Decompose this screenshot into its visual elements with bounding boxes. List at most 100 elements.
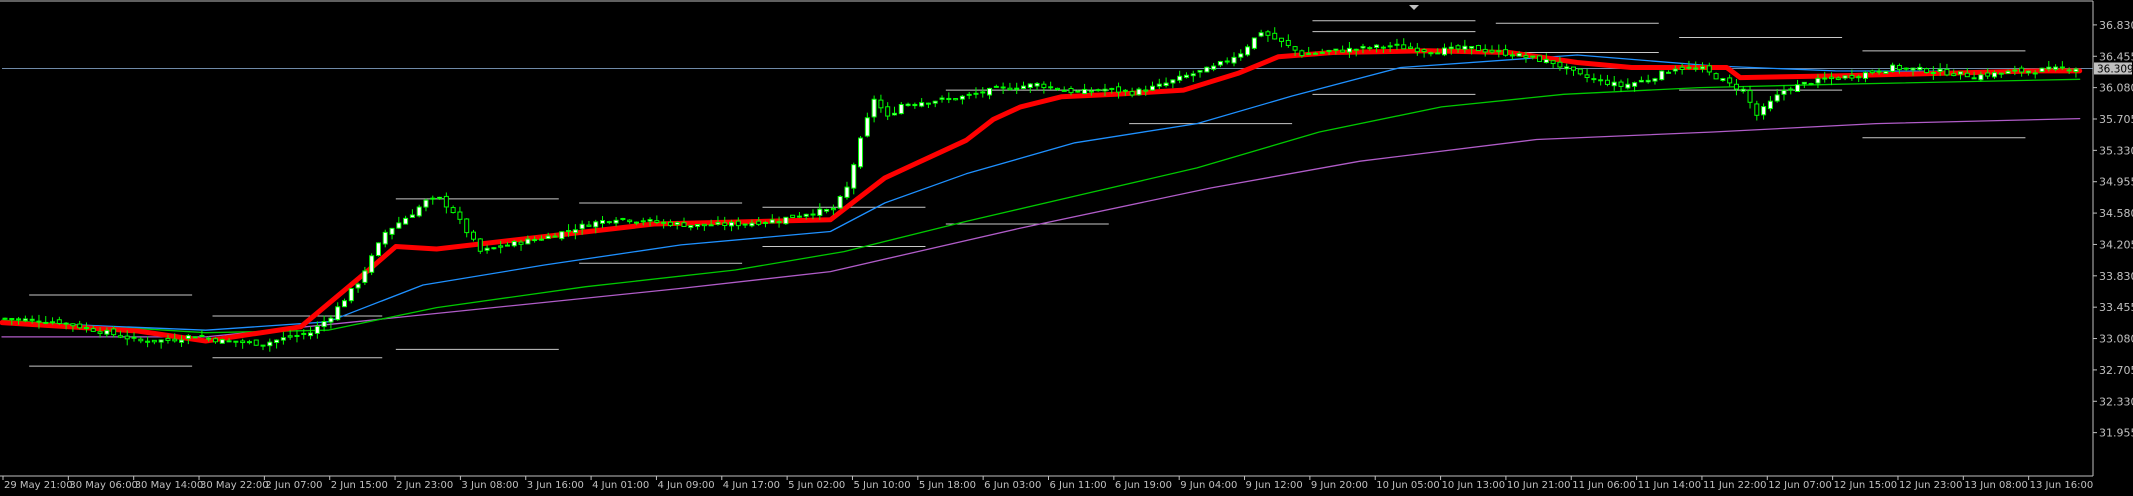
candle-body xyxy=(1788,88,1794,91)
candle-body xyxy=(1781,89,1787,95)
x-tick-label: 29 May 21:00 xyxy=(4,480,73,491)
candle-body xyxy=(63,322,69,325)
candle xyxy=(1238,49,1244,61)
candle xyxy=(1672,65,1678,75)
candle-body xyxy=(1509,54,1515,57)
candle-body xyxy=(1312,52,1318,55)
candle xyxy=(199,329,205,338)
candle xyxy=(1971,71,1977,80)
candle-body xyxy=(274,339,280,344)
candle xyxy=(308,326,314,340)
candle xyxy=(715,216,721,226)
candle xyxy=(783,216,789,225)
candle xyxy=(1509,51,1515,60)
candle xyxy=(36,314,42,329)
candle xyxy=(145,336,151,348)
candle xyxy=(1503,44,1509,57)
candle-body xyxy=(308,332,314,337)
candle-body xyxy=(2025,70,2031,74)
candle-body xyxy=(1021,85,1026,90)
candle-body xyxy=(552,235,558,238)
candle xyxy=(1998,72,2004,79)
candle-body xyxy=(1034,82,1040,87)
candle-body xyxy=(729,221,735,227)
candle xyxy=(1401,38,1407,50)
candle-body xyxy=(1095,89,1101,92)
candle-body xyxy=(640,220,646,223)
candle-body xyxy=(1978,74,1984,81)
candle xyxy=(538,235,544,241)
candle-body xyxy=(1652,78,1658,82)
candle-body xyxy=(396,222,402,229)
candle-body xyxy=(1360,45,1366,49)
candle xyxy=(348,288,354,304)
candle-body xyxy=(1767,100,1773,110)
candle xyxy=(925,102,931,109)
candle xyxy=(1801,81,1807,89)
candle xyxy=(22,315,28,323)
candle xyxy=(90,325,96,333)
candle-body xyxy=(1591,78,1597,81)
candle-body xyxy=(1727,77,1733,84)
candle xyxy=(2039,67,2045,73)
candle xyxy=(1285,34,1291,48)
x-tick-label: 9 Jun 20:00 xyxy=(1311,480,1368,491)
candle xyxy=(613,217,619,227)
candle-body xyxy=(450,207,456,214)
candle xyxy=(864,112,870,138)
candle-body xyxy=(1367,47,1373,50)
candle xyxy=(1625,78,1631,90)
candle xyxy=(409,209,415,218)
candle xyxy=(1584,68,1590,83)
candle xyxy=(1312,51,1318,55)
candle-body xyxy=(1122,89,1128,92)
candle xyxy=(1482,44,1488,57)
candle-body xyxy=(722,222,728,227)
candle xyxy=(1340,45,1346,53)
candle-body xyxy=(1958,71,1964,75)
candle xyxy=(355,282,361,293)
candle xyxy=(1374,44,1380,53)
candle-body xyxy=(219,339,225,344)
chart-frame xyxy=(0,0,2094,477)
candle-body xyxy=(1027,83,1033,89)
candle xyxy=(2073,67,2079,78)
candle xyxy=(1346,41,1352,58)
candle-body xyxy=(2039,67,2045,73)
candle xyxy=(1577,68,1583,76)
candle xyxy=(1876,68,1882,75)
candle-body xyxy=(1842,75,1848,79)
moving-averages xyxy=(0,48,2083,344)
candle-body xyxy=(2019,67,2025,73)
candle-body xyxy=(185,335,191,340)
x-tick-label: 12 Jun 23:00 xyxy=(1899,480,1963,491)
candle xyxy=(165,334,171,344)
candle-body xyxy=(1197,70,1203,73)
candle-body xyxy=(987,87,993,96)
candle xyxy=(1299,49,1305,58)
candle xyxy=(1462,39,1468,54)
x-tick-label: 4 Jun 01:00 xyxy=(592,480,649,491)
candle xyxy=(993,84,999,88)
candle xyxy=(885,102,891,121)
candle xyxy=(43,316,49,325)
candle xyxy=(2059,61,2065,71)
candle-body xyxy=(613,219,619,224)
candle-body xyxy=(362,270,368,283)
candle-body xyxy=(1272,32,1278,40)
candle xyxy=(477,238,483,254)
candle-body xyxy=(1618,81,1624,87)
x-tick-label: 6 Jun 11:00 xyxy=(1050,480,1107,491)
candle xyxy=(776,216,782,228)
candle xyxy=(837,194,843,210)
candle xyxy=(1516,51,1522,57)
candle xyxy=(1591,73,1597,84)
candle xyxy=(1985,68,1991,80)
candle-body xyxy=(1000,86,1006,89)
candle xyxy=(966,91,972,100)
candle xyxy=(97,327,103,338)
candle-body xyxy=(1632,82,1638,87)
candles xyxy=(2,27,2079,352)
